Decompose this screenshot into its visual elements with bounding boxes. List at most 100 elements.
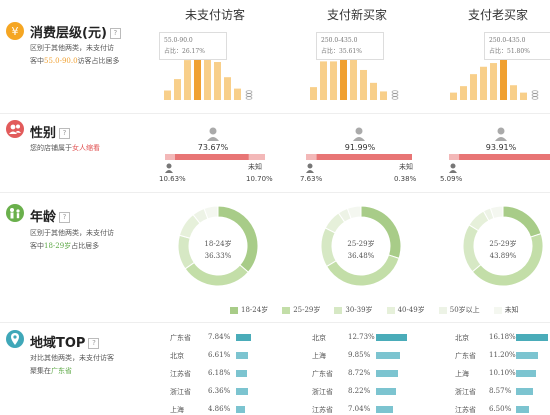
male-icon <box>450 163 456 169</box>
age-legend: 18-24岁 25-29岁 30-39岁 40-49岁 50岁以上 未知 <box>230 305 519 315</box>
consumption-bar <box>490 63 497 100</box>
legend-item[interactable]: 50岁以上 <box>438 305 480 315</box>
section-divider <box>0 192 550 193</box>
people-icon <box>6 120 24 138</box>
female-pct-old: 93.91% <box>485 143 517 152</box>
region-bar <box>236 388 248 395</box>
donut-center-value: 43.89% <box>489 252 517 260</box>
region-value: 6.50% <box>489 405 512 413</box>
consumption-bar <box>184 60 191 100</box>
help-icon[interactable]: ? <box>59 128 71 139</box>
consumption-description: 区别于其他两类，未支付访客中55.0-90.0访客占比居多 <box>30 42 120 68</box>
consumption-bar <box>510 85 517 100</box>
female-pct-unpaid: 73.67% <box>197 143 229 152</box>
consumption-bar <box>330 61 337 100</box>
region-value: 4.86% <box>208 405 231 413</box>
person-icon <box>497 127 505 135</box>
person-icon <box>353 137 365 141</box>
gender-bar-female <box>316 154 412 160</box>
region-name: 广东省 <box>312 370 333 378</box>
gender-right-unpaid: 10.70% <box>246 175 273 183</box>
donut-center-value: 36.33% <box>204 252 232 260</box>
region-name: 上海 <box>455 370 469 378</box>
consumption-bar <box>470 74 477 100</box>
region-bar <box>516 370 536 377</box>
help-icon[interactable]: ? <box>88 338 100 349</box>
region-name: 浙江省 <box>170 388 191 396</box>
region-name: 广东省 <box>455 352 476 360</box>
desc-highlight: 女人缩看 <box>72 144 100 152</box>
region-bar <box>376 370 398 377</box>
donut-slice <box>203 205 219 220</box>
coin-icon <box>531 93 539 97</box>
section-title-region: 地域TOP? <box>30 332 100 351</box>
age-description: 区别于其他两类，未支付访客中18-29岁占比居多 <box>30 227 120 253</box>
region-name: 浙江省 <box>312 388 333 396</box>
donut-center-label: 18-24岁 <box>204 240 232 248</box>
region-name: 江苏省 <box>170 370 191 378</box>
gender-title-text: 性别 <box>30 126 57 141</box>
region-value: 16.18% <box>489 333 516 341</box>
region-bar <box>376 352 401 359</box>
donut-center-label: 25-29岁 <box>489 240 517 248</box>
column-header-new-buyers: 支付新买家 <box>326 8 387 22</box>
coin-icon <box>531 90 539 94</box>
desc-highlight: 18-29岁 <box>44 242 72 250</box>
section-title-age: 年龄? <box>30 206 71 225</box>
male-icon <box>165 170 173 173</box>
coin-icon <box>391 93 399 97</box>
legend-item[interactable]: 40-49岁 <box>386 305 425 315</box>
legend-item[interactable]: 未知 <box>493 305 519 315</box>
help-icon[interactable]: ? <box>59 212 71 223</box>
consumption-bar <box>310 87 317 100</box>
column-header-old-buyers: 支付老买家 <box>467 8 528 22</box>
region-name: 北京 <box>312 334 326 342</box>
region-value: 6.36% <box>208 387 231 395</box>
consumption-bar <box>340 33 347 100</box>
tooltip-range: 250.0-435.0 <box>489 37 526 44</box>
location-pin-icon <box>6 330 24 348</box>
coin-icon <box>245 93 253 97</box>
region-bar <box>516 406 529 413</box>
gender-description: 您的店铺属于女人缩看 <box>30 142 120 155</box>
legend-swatch <box>493 306 502 314</box>
donut-center-old: 25-29岁 43.89% <box>473 238 533 262</box>
region-bar <box>236 370 248 377</box>
donut-slice <box>489 205 504 220</box>
desc-text: 区别于其他两类，未支付访客中 <box>30 44 114 65</box>
column-header-unpaid: 未支付访客 <box>184 8 245 22</box>
person-icon <box>207 137 219 141</box>
tooltip-share: 26.17% <box>182 48 205 55</box>
region-name: 上海 <box>170 406 184 414</box>
consumption-bar <box>174 79 181 100</box>
region-value: 7.04% <box>348 405 371 413</box>
tooltip-share: 51.80% <box>507 48 530 55</box>
coin-icon <box>245 96 253 100</box>
region-value: 6.61% <box>208 351 231 359</box>
region-name: 浙江省 <box>455 388 476 396</box>
legend-swatch <box>230 306 238 314</box>
coin-icon <box>391 96 399 100</box>
desc-text: 区别于其他两类，未支付访客中 <box>30 229 114 250</box>
legend-item[interactable]: 30-39岁 <box>334 305 373 315</box>
help-icon[interactable]: ? <box>109 28 121 39</box>
desc-text: 访客占比居多 <box>77 57 120 65</box>
consumption-bar <box>164 90 171 100</box>
donut-slice <box>346 205 362 220</box>
donut-center-new: 25-29岁 36.48% <box>331 238 391 262</box>
desc-text: 对比其他两类，未支付访客聚集在 <box>30 354 114 375</box>
person-icon <box>355 127 363 135</box>
legend-item[interactable]: 25-29岁 <box>282 305 320 315</box>
region-bar <box>516 334 548 341</box>
region-name: 江苏省 <box>455 406 476 414</box>
legend-item[interactable]: 18-24岁 <box>230 305 268 315</box>
region-bar <box>236 352 249 359</box>
legend-label: 50岁以上 <box>449 306 480 314</box>
region-bar <box>236 334 251 341</box>
section-divider <box>0 113 550 114</box>
gender-left-new: 7.63% <box>300 175 323 183</box>
tooltip-unpaid: 55.0-90.0 占比：26.17% <box>159 32 227 60</box>
tooltip-range: 55.0-90.0 <box>164 37 193 44</box>
gender-unknown-label-new: 未知 <box>399 163 413 171</box>
